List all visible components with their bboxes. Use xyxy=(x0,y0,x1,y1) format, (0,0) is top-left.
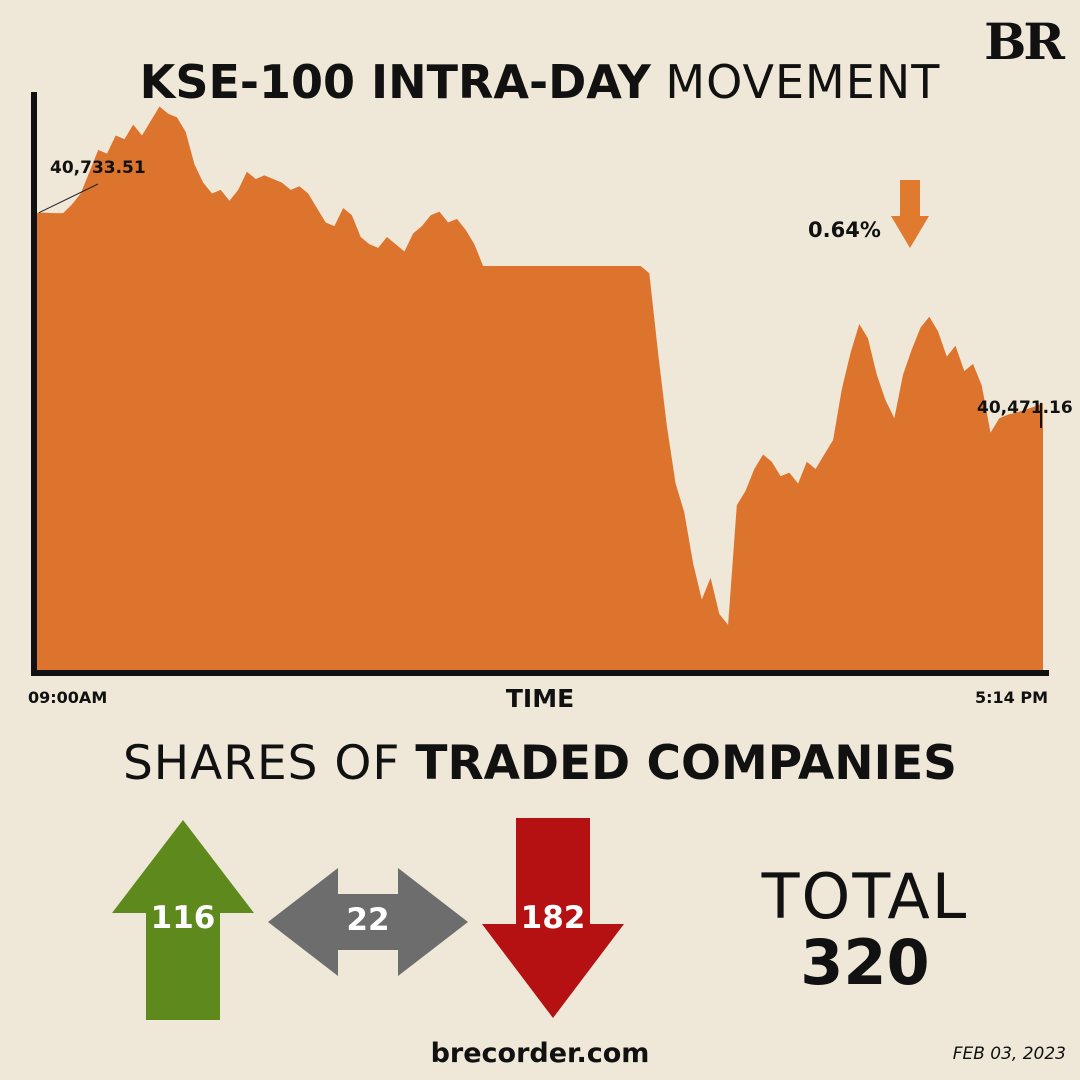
advanced-arrow: 116 xyxy=(110,818,256,1020)
chart-title-bold: KSE-100 INTRA-DAY xyxy=(139,55,651,109)
up-arrow-icon xyxy=(112,820,254,1020)
br-logo: BR xyxy=(984,12,1065,71)
declined-count: 182 xyxy=(520,900,586,936)
left-right-arrow-icon xyxy=(268,868,468,976)
advanced-count: 116 xyxy=(150,900,216,936)
shares-title-light: SHARES OF xyxy=(122,736,401,791)
intraday-chart xyxy=(31,92,1049,676)
site-link[interactable]: brecorder.com xyxy=(430,1038,650,1069)
unchanged-count: 22 xyxy=(346,902,390,938)
x-end-label: 5:14 PM xyxy=(975,688,1049,707)
plot-area xyxy=(37,106,1043,672)
chart-title-light: MOVEMENT xyxy=(665,55,941,109)
total-label: TOTAL xyxy=(761,860,969,933)
down-arrow-icon xyxy=(482,818,624,1018)
shares-title: SHARES OF TRADED COMPANIES xyxy=(0,734,1080,794)
x-start-label: 09:00AM xyxy=(28,688,108,707)
x-axis-title: TIME xyxy=(505,684,575,713)
down-arrow-icon xyxy=(891,180,929,248)
unchanged-arrow: 22 xyxy=(266,866,470,978)
declined-arrow: 182 xyxy=(480,818,626,1020)
date-label: FEB 03, 2023 xyxy=(952,1044,1066,1064)
first-value-label: 40,733.51 xyxy=(50,158,146,178)
last-value-label: 40,471.16 xyxy=(977,398,1073,418)
change-percent: 0.64% xyxy=(808,218,881,242)
chart-title: KSE-100 INTRA-DAY MOVEMENT xyxy=(0,52,1080,112)
price-area xyxy=(37,106,1043,672)
first-value-leader-line xyxy=(38,183,99,214)
total-value: 320 xyxy=(800,926,930,999)
shares-title-bold: TRADED COMPANIES xyxy=(415,736,958,791)
